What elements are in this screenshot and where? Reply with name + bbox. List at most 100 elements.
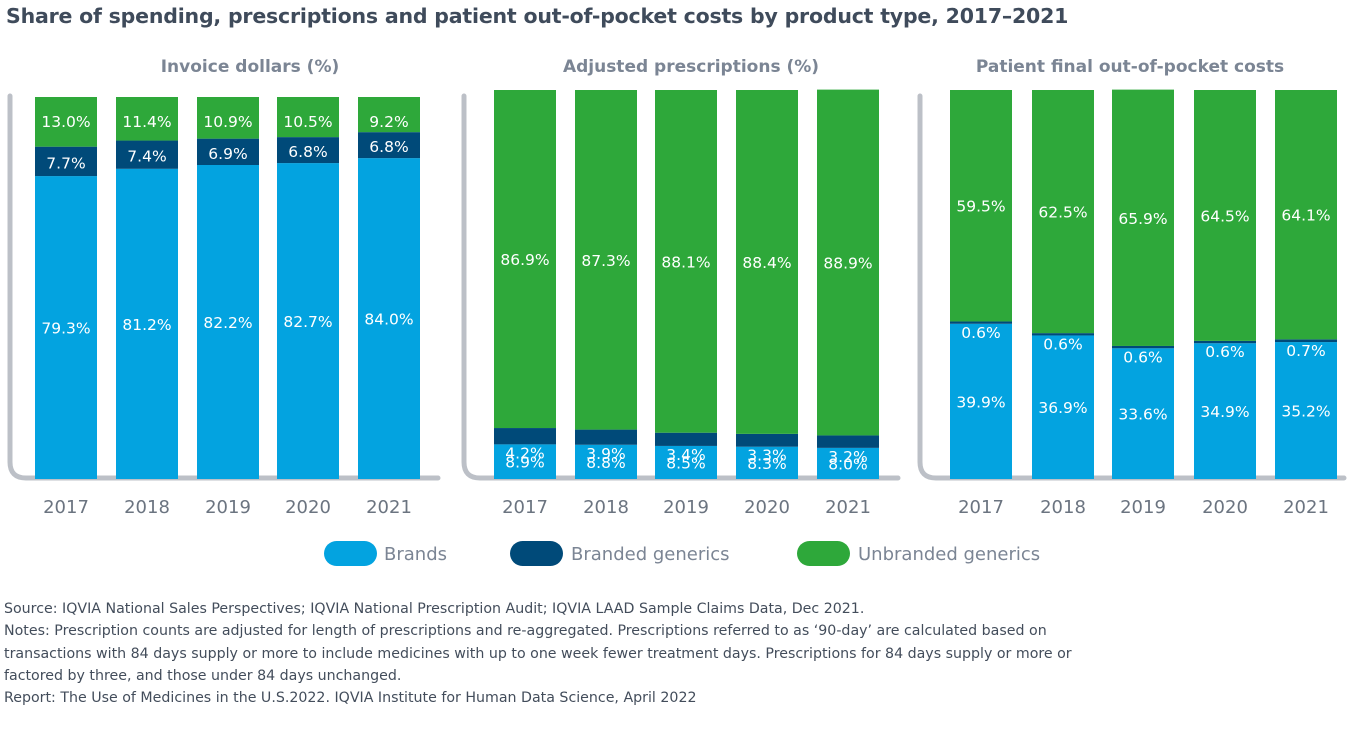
- bar-branded-generics-2018: [575, 429, 637, 445]
- data-label-branded-generics-2018: 0.6%: [1043, 335, 1082, 353]
- data-label-unbranded-generics-2017: 59.5%: [956, 198, 1005, 216]
- panel-patient-final-out-of-pocket-costs: Patient final out-of-pocket costs 39.9% 0.…: [917, 57, 1347, 518]
- bar-unbranded-generics-2021: [1275, 90, 1337, 340]
- data-label-unbranded-generics-2018: 87.3%: [581, 252, 630, 270]
- data-label-branded-generics-2020: 0.6%: [1205, 343, 1244, 361]
- data-label-unbranded-generics-2020: 88.4%: [742, 254, 791, 272]
- bar-group-2019: 82.2% 6.9% 10.9%: [197, 97, 259, 479]
- notes-line-2: transactions with 84 days supply or more…: [4, 645, 1072, 662]
- x-tick-label: 2018: [124, 497, 170, 518]
- data-label-brands-2018: 8.8%: [586, 454, 625, 472]
- data-label-branded-generics-2019: 3.4%: [666, 446, 705, 464]
- bar-branded-generics-2020: [736, 433, 798, 447]
- bar-group-2021: 84.0% 6.8% 9.2%: [358, 97, 420, 479]
- bar-brands-2021: [1275, 342, 1337, 479]
- data-label-branded-generics-2020: 3.3%: [747, 447, 786, 465]
- data-label-unbranded-generics-2021: 9.2%: [369, 113, 408, 131]
- source-note: Source: IQVIA National Sales Perspective…: [4, 601, 865, 617]
- x-tick-label: 2021: [366, 497, 412, 518]
- bar-brands-2018: [575, 444, 637, 479]
- data-label-branded-generics-2017: 0.6%: [961, 324, 1000, 342]
- x-tick-label: 2018: [1040, 497, 1086, 518]
- bar-brands-2019: [197, 164, 259, 479]
- bar-group-2018: 8.8%3.9% 87.3%: [575, 90, 637, 479]
- bar-unbranded-generics-2017: [494, 90, 556, 429]
- data-label-branded-generics-2020: 6.8%: [288, 143, 327, 161]
- data-label-brands-2017: 39.9%: [956, 393, 1005, 411]
- report-note: Report: The Use of Medicines in the U.S.…: [4, 690, 697, 707]
- bar-brands-2020: [736, 446, 798, 479]
- data-label-unbranded-generics-2020: 64.5%: [1200, 207, 1249, 225]
- bar-brands-2021: [817, 447, 879, 479]
- panel-frame: [461, 93, 901, 481]
- x-tick-label: 2021: [825, 497, 871, 518]
- data-label-brands-2018: 81.2%: [122, 316, 171, 334]
- bar-unbranded-generics-2021: [358, 97, 420, 133]
- notes-line-1: Notes: Prescription counts are adjusted …: [4, 623, 1047, 640]
- bar-group-2017: 8.9%4.2% 86.9%: [494, 90, 556, 479]
- x-tick-label: 2017: [502, 497, 548, 518]
- bar-group-2017: 39.9% 0.6% 59.5%: [950, 90, 1012, 479]
- bar-unbranded-generics-2018: [575, 90, 637, 430]
- bar-brands-2017: [494, 444, 556, 479]
- legend-swatch: [324, 541, 377, 566]
- bar-branded-generics-2020: [277, 137, 339, 164]
- legend-item-unbranded-generics: Unbranded generics: [797, 541, 1040, 566]
- bar-branded-generics-2020: [1194, 340, 1256, 344]
- data-label-brands-2020: 8.3%: [747, 455, 786, 473]
- data-label-unbranded-generics-2017: 86.9%: [500, 251, 549, 269]
- data-label-branded-generics-2019: 0.6%: [1123, 348, 1162, 366]
- data-label-branded-generics-2018: 7.4%: [127, 148, 166, 166]
- data-label-brands-2017: 79.3%: [41, 320, 90, 338]
- x-tick-label: 2020: [1202, 497, 1248, 518]
- bar-branded-generics-2017: [950, 321, 1012, 324]
- bar-branded-generics-2019: [655, 432, 717, 446]
- data-label-brands-2019: 33.6%: [1118, 406, 1167, 424]
- x-tick-label: 2019: [663, 497, 709, 518]
- data-label-brands-2021: 35.2%: [1281, 403, 1330, 421]
- data-label-unbranded-generics-2019: 88.1%: [661, 253, 710, 271]
- bar-branded-generics-2017: [494, 428, 556, 445]
- bar-brands-2018: [116, 168, 178, 480]
- data-label-branded-generics-2019: 6.9%: [208, 145, 247, 163]
- bar-branded-generics-2019: [197, 138, 259, 165]
- data-label-unbranded-generics-2019: 10.9%: [203, 113, 252, 131]
- data-label-unbranded-generics-2017: 13.0%: [41, 113, 90, 131]
- bar-branded-generics-2017: [35, 146, 97, 177]
- panel-invoice-dollars: Invoice dollars (%) 79.3% 7.7% 13.0% 2017 81.…: [7, 57, 441, 518]
- bar-unbranded-generics-2017: [950, 90, 1012, 322]
- legend-item-brands: Brands: [324, 541, 447, 566]
- x-tick-label: 2021: [1283, 497, 1329, 518]
- x-tick-label: 2017: [958, 497, 1004, 518]
- data-label-brands-2020: 34.9%: [1200, 403, 1249, 421]
- data-label-brands-2018: 36.9%: [1038, 399, 1087, 417]
- bar-branded-generics-2021: [817, 435, 879, 448]
- data-label-branded-generics-2021: 6.8%: [369, 138, 408, 156]
- x-tick-label: 2020: [285, 497, 331, 518]
- bar-unbranded-generics-2018: [116, 97, 178, 141]
- x-tick-label: 2017: [43, 497, 89, 518]
- data-label-brands-2021: 8.0%: [828, 455, 867, 473]
- data-label-brands-2019: 8.5%: [666, 454, 705, 472]
- legend-label: Unbranded generics: [858, 544, 1040, 565]
- bar-brands-2017: [35, 176, 97, 479]
- panel-adjusted-prescriptions: Adjusted prescriptions (%) 8.9%4.2% 86.9% 2…: [461, 57, 901, 518]
- panel-frame: [7, 93, 441, 481]
- bar-group-2020: 34.9% 0.6% 64.5%: [1194, 90, 1256, 479]
- data-label-branded-generics-2017: 4.2%: [505, 444, 544, 462]
- bar-brands-2020: [277, 163, 339, 479]
- bar-unbranded-generics-2017: [35, 97, 97, 147]
- data-label-unbranded-generics-2021: 88.9%: [823, 255, 872, 273]
- legend-label: Branded generics: [571, 544, 730, 565]
- bar-group-2019: 8.5%3.4% 88.1%: [655, 90, 717, 479]
- bar-group-2020: 8.3%3.3% 88.4%: [736, 90, 798, 479]
- bar-group-2018: 36.9% 0.6% 62.5%: [1032, 90, 1094, 479]
- chart-area: Invoice dollars (%) 79.3% 7.7% 13.0% 2017 81.…: [7, 57, 1347, 566]
- data-label-branded-generics-2021: 3.2%: [828, 448, 867, 466]
- bar-group-2021: 35.2% 0.7% 64.1%: [1275, 90, 1337, 479]
- panel-title: Invoice dollars (%): [161, 57, 340, 77]
- x-tick-label: 2019: [205, 497, 251, 518]
- panel-title: Adjusted prescriptions (%): [563, 57, 819, 77]
- bar-brands-2017: [950, 323, 1012, 479]
- data-label-unbranded-generics-2019: 65.9%: [1118, 210, 1167, 228]
